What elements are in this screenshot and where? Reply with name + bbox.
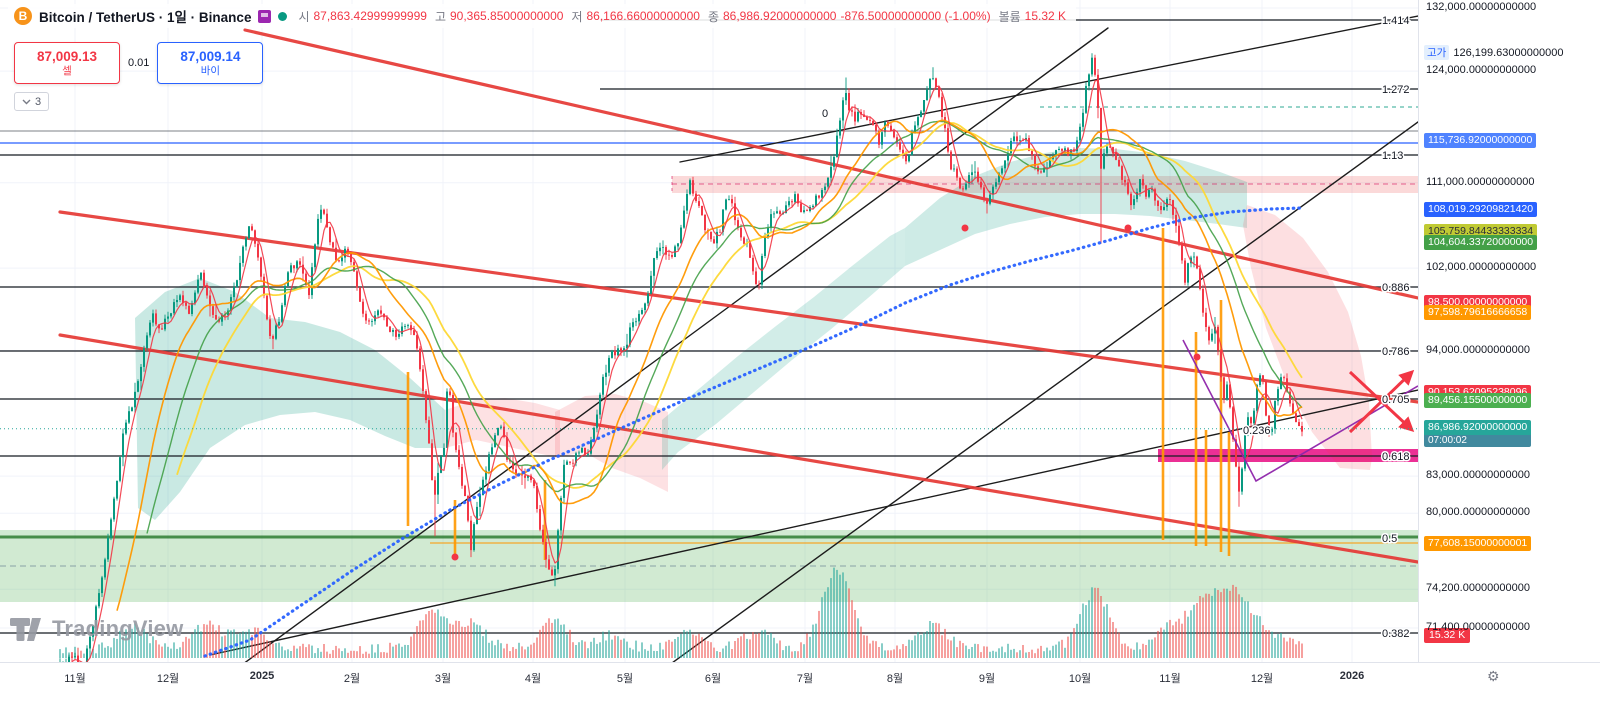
ohlc-values: 시 87,863.42999999999 고 90,365.85000000000 … [294,8,1066,25]
buy-button-label: 바이 [200,64,221,77]
high-label: 고 [434,9,446,24]
price-tick-label: 80,000.00000000000 [1426,506,1530,519]
price-tick-label: 124,000.00000000000 [1426,64,1537,77]
time-axis-label: 12월 [1250,673,1274,685]
close-label: 종 [707,9,719,24]
indicator-price-chip: 77,608.15000000001 [1424,535,1532,551]
fib-level-label: 0.236 [1243,425,1271,437]
sell-button-label: 셀 [62,64,72,77]
open-label: 시 [298,9,310,24]
price-tick-label: 94,000.00000000000 [1426,343,1530,356]
symbol-title[interactable]: Bitcoin / TetherUS · 1일 · Binance [39,10,252,25]
tradingview-logo-icon [10,618,41,641]
settings-gear-icon[interactable]: ⚙ [1487,668,1500,684]
current-price-value: 86,986.92000000000 [1424,419,1532,435]
time-axis-label: 3월 [434,673,452,685]
chart-pane[interactable]: 1.414 1.272 1.13 0.886 0.786 0.705 0.618 0.5 0.3… [0,0,1418,662]
fib-level-label: 0.618 [1382,451,1410,463]
price-tick-label: 132,000.00000000000 [1426,1,1537,13]
bitcoin-logo-icon: B [14,7,32,25]
price-chart-canvas[interactable]: 1.414 1.272 1.13 0.886 0.786 0.705 0.618 0.5 0.3… [0,0,1418,662]
watermark-text: TradingView [52,616,184,641]
high-badge: 고가 [1424,45,1450,61]
time-axis-label: 4월 [524,673,542,685]
strategy-flag-icon [258,9,272,23]
symbol-legend: B Bitcoin / TetherUS · 1일 · Binance 시 87,… [8,4,1077,28]
change-value: -876.50000000000 (-1.00%) [840,9,991,23]
fib-level-label: 1.13 [1382,150,1403,162]
fib-level-label: 1.272 [1382,84,1410,96]
time-axis-label: 8월 [886,673,904,685]
time-axis-label: 2월 [343,673,361,685]
fib-level-label: 0 [822,108,828,120]
session-high-row: 고가 126,199.63000000000 [1424,45,1564,61]
time-axis-label: 9월 [978,673,996,685]
data-window-dot-icon [278,11,288,21]
bar-countdown: 07:00:02 [1424,434,1532,447]
time-axis[interactable]: ⚙ 11월 12월 2025 2월 3월 4월 5월 6월 7월 8월 9월 10월 11월 12월 202… [0,662,1600,706]
volume-value: 15.32 K [1024,9,1067,23]
chevron-down-icon [22,99,31,104]
price-tick-label: 102,000.00000000000 [1426,261,1537,274]
time-axis-label: 2026 [1339,670,1365,682]
low-label: 저 [571,9,583,24]
indicator-price-chip: 89,456.15500000000 [1424,392,1532,408]
current-price-label: 86,986.92000000000 07:00:02 [1424,419,1532,447]
sell-button[interactable]: 87,009.13 셀 [14,42,120,84]
indicator-price-chip: 97,598.79616666658 [1424,304,1532,320]
fib-level-label: 0.382 [1382,628,1410,640]
price-tick-label: 71,400.00000000000 [1426,621,1530,633]
time-axis-label: 11월 [1159,673,1181,685]
high-badge-value: 126,199.63000000000 [1453,46,1564,59]
low-value: 86,166.66000000000 [586,9,700,23]
time-axis-label: 2025 [249,670,275,682]
buy-button[interactable]: 87,009.14 바이 [157,42,264,84]
hidden-indicators-count: 3 [35,95,42,108]
high-value: 90,365.85000000000 [450,9,564,23]
fib-level-label: 0.886 [1382,282,1410,294]
time-axis-label: 10월 [1068,673,1092,685]
fib-level-label: 1.414 [1382,15,1410,27]
tradingview-watermark: TradingView [10,616,183,642]
spread-value: 0.01 [128,57,150,69]
time-axis-label: 12월 [156,673,180,685]
time-axis-label: 7월 [796,673,814,685]
sell-price: 87,009.13 [36,49,98,65]
volume-value-label: 15.32 K [1424,628,1471,643]
open-value: 87,863.42999999999 [313,9,427,23]
price-tick-label: 83,000.00000000000 [1426,469,1530,482]
indicator-price-chip: 115,736.92000000000 [1424,132,1537,148]
price-tick-label: 111,000.00000000000 [1426,175,1535,188]
volume-label: 볼륨 [998,9,1021,24]
fib-level-label: 0.786 [1382,346,1410,358]
indicator-price-chip: 108,019.29209821420 [1424,202,1538,218]
time-axis-label: 11월 [64,673,86,685]
price-tick-label: 74,200.00000000000 [1426,582,1530,595]
indicator-price-chip: 104,604.33720000000 [1424,234,1538,250]
close-value: 86,986.92000000000 [723,9,837,23]
trade-panel: 87,009.13 셀 0.01 87,009.14 바이 [14,42,264,84]
buy-price: 87,009.14 [180,49,241,65]
time-axis-label: 6월 [704,673,722,685]
indicators-collapse-button[interactable]: 3 [14,92,50,111]
fib-level-label: 0.5 [1382,533,1397,545]
time-axis-label: 5월 [616,673,634,685]
fib-level-label: 0.705 [1382,394,1410,406]
price-scale[interactable]: 고가 126,199.63000000000 86,986.9200000000… [1418,0,1600,662]
